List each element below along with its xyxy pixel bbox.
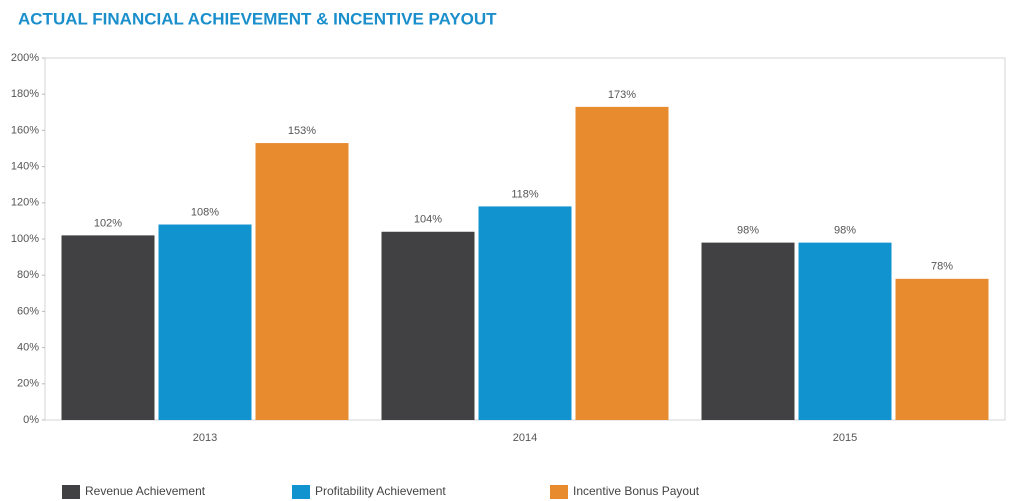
x-tick-label: 2013	[193, 432, 217, 444]
y-tick-label: 40%	[17, 342, 39, 354]
y-tick-label: 160%	[11, 124, 39, 136]
bar	[61, 235, 155, 420]
y-tick-label: 80%	[17, 269, 39, 281]
y-tick-label: 200%	[11, 52, 39, 64]
value-label: 98%	[834, 225, 856, 237]
bar	[158, 224, 252, 420]
value-label: 102%	[94, 217, 122, 229]
value-label: 104%	[414, 214, 442, 226]
bar	[255, 143, 349, 420]
y-tick-label: 140%	[11, 161, 39, 173]
bar	[381, 231, 475, 420]
legend-swatch	[62, 485, 80, 499]
bar	[895, 278, 989, 420]
value-label: 98%	[737, 225, 759, 237]
x-tick-label: 2014	[513, 432, 537, 444]
bar	[478, 206, 572, 420]
y-tick-label: 120%	[11, 197, 39, 209]
legend-text: Incentive Bonus Payout	[573, 484, 700, 498]
chart-title: ACTUAL FINANCIAL ACHIEVEMENT & INCENTIVE…	[18, 9, 497, 28]
y-tick-label: 60%	[17, 305, 39, 317]
value-label: 153%	[288, 125, 316, 137]
value-label: 108%	[191, 206, 219, 218]
bar	[575, 106, 669, 421]
x-tick-label: 2015	[833, 432, 857, 444]
y-tick-label: 100%	[11, 233, 39, 245]
legend-text: Revenue Achievement	[85, 484, 206, 498]
value-label: 118%	[511, 188, 539, 200]
legend-text: Profitability Achievement	[315, 484, 446, 498]
value-label: 173%	[608, 89, 636, 101]
value-label: 78%	[931, 261, 953, 273]
legend-swatch	[292, 485, 310, 499]
bar	[701, 242, 795, 420]
bar	[798, 242, 892, 420]
y-tick-label: 0%	[23, 414, 39, 426]
y-tick-label: 20%	[17, 378, 39, 390]
legend-swatch	[550, 485, 568, 499]
y-tick-label: 180%	[11, 88, 39, 100]
